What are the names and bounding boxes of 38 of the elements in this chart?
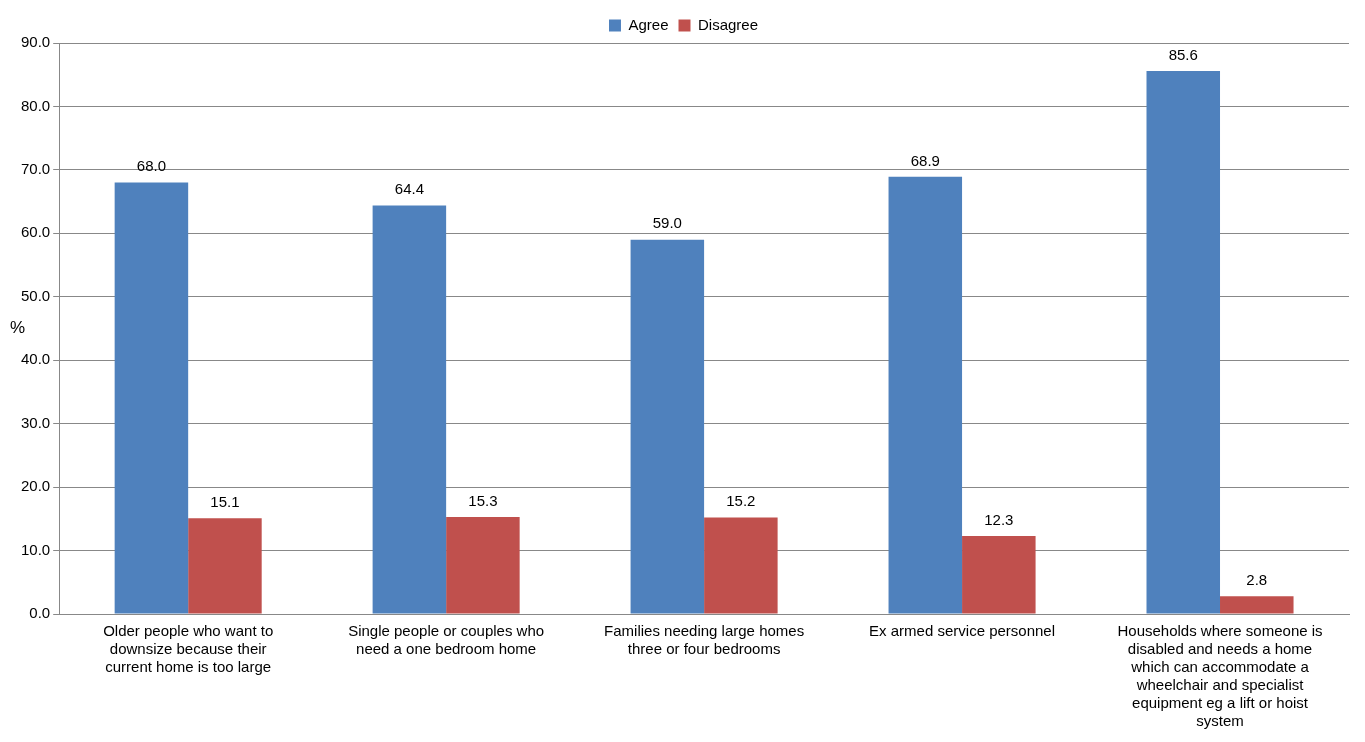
data-label: 15.1 <box>210 492 240 510</box>
bar <box>114 182 189 614</box>
y-tick-label: 10.0 <box>20 540 51 558</box>
x-tick-label: Older people who want to downsize because their current home is too large <box>103 622 274 676</box>
bar <box>1220 596 1294 614</box>
y-tick-label: 80.0 <box>20 96 51 114</box>
data-label: 12.3 <box>984 510 1014 528</box>
y-tick-label: 90.0 <box>20 33 51 51</box>
bar <box>1146 70 1221 614</box>
bar <box>188 518 262 614</box>
data-label: 64.4 <box>394 180 424 198</box>
data-label: 85.6 <box>1168 45 1198 63</box>
y-tick-label: 50.0 <box>20 286 51 304</box>
bar <box>446 516 520 614</box>
x-tick-label: Households where someone is disabled and needs a home which can accommodate a wheelchair and specialist equipment eg a lift or hoist system <box>1117 622 1323 730</box>
data-label: 59.0 <box>652 214 682 232</box>
y-tick-label: 70.0 <box>20 160 51 178</box>
x-tick-label: Families needing large homes three or four bedrooms <box>604 622 805 658</box>
bar <box>704 517 778 614</box>
y-tick-label: 60.0 <box>20 223 51 241</box>
y-tick-label: 20.0 <box>20 477 51 495</box>
legend-label: Agree <box>628 15 669 33</box>
bar <box>630 239 705 614</box>
bar <box>372 205 447 614</box>
y-axis-title: % <box>10 318 26 338</box>
data-label: 15.3 <box>468 491 498 509</box>
bar <box>888 176 963 614</box>
y-tick-label: 30.0 <box>20 413 51 431</box>
data-label: 2.8 <box>1246 570 1268 588</box>
x-tick-label: Single people or couples who need a one bedroom home <box>348 622 545 658</box>
data-label: 68.9 <box>910 151 940 169</box>
data-label: 68.0 <box>136 157 167 175</box>
x-tick-label: Ex armed service personnel <box>869 622 1056 640</box>
legend-label: Disagree <box>698 15 759 33</box>
y-tick-label: 0.0 <box>29 604 51 622</box>
y-tick-label: 40.0 <box>20 350 51 368</box>
data-label: 15.2 <box>726 492 756 510</box>
bar <box>962 535 1036 614</box>
